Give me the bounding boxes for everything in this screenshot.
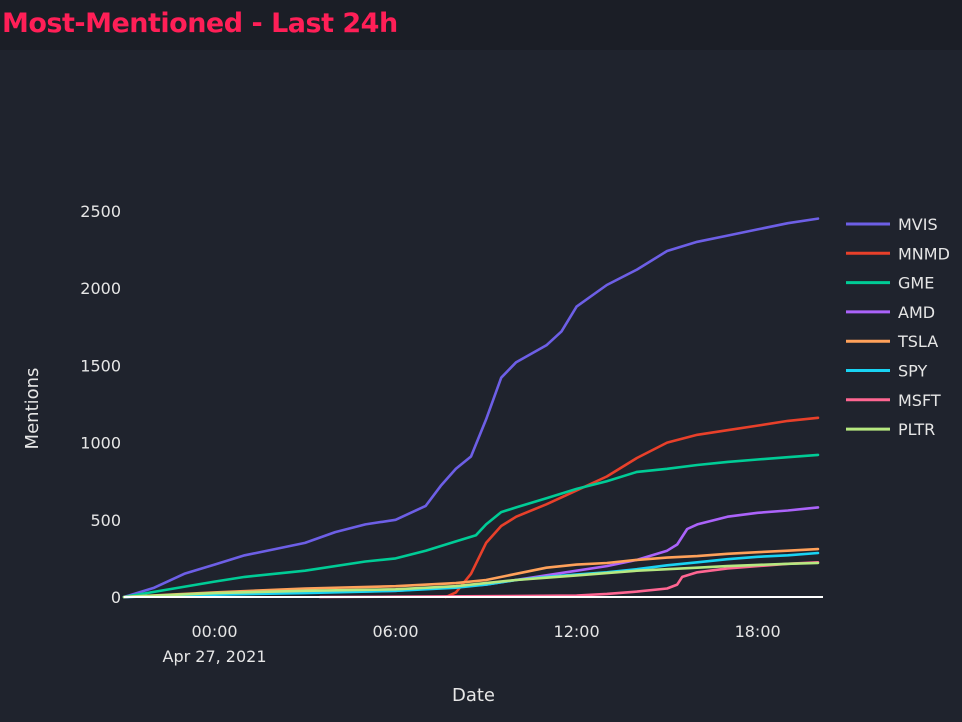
legend-label: MNMD xyxy=(898,244,950,263)
x-axis: 00:00 Apr 27, 2021 06:00 12:00 18:00 xyxy=(163,622,781,666)
y-axis-title: Mentions xyxy=(22,368,43,450)
legend-item-spy[interactable]: SPY xyxy=(846,362,927,381)
legend-item-amd[interactable]: AMD xyxy=(846,303,935,322)
x-tick-label: 06:00 xyxy=(372,622,418,641)
legend-item-gme[interactable]: GME xyxy=(846,274,934,293)
y-tick-label: 2000 xyxy=(80,279,121,298)
legend-label: GME xyxy=(898,274,934,293)
series-line-pltr[interactable] xyxy=(122,561,820,599)
series-line-mnmd[interactable] xyxy=(444,416,820,599)
legend-label: AMD xyxy=(898,303,935,322)
x-tick-label: 18:00 xyxy=(735,622,781,641)
legend-label: PLTR xyxy=(898,420,935,439)
legend[interactable]: MVIS MNMD GME AMD TSLA SPY MSFT PLTR xyxy=(846,215,950,439)
x-axis-title: Date xyxy=(452,685,495,706)
x-tick-label: 00:00 xyxy=(191,622,237,641)
page-title: Most-Mentioned - Last 24h xyxy=(2,8,398,39)
x-tick-sublabel: Apr 27, 2021 xyxy=(163,647,267,666)
legend-label: MSFT xyxy=(898,391,941,410)
y-tick-label: 500 xyxy=(90,511,121,530)
y-tick-label: 1000 xyxy=(80,434,121,453)
legend-item-tsla[interactable]: TSLA xyxy=(846,332,938,351)
legend-item-pltr[interactable]: PLTR xyxy=(846,420,935,439)
legend-label: TSLA xyxy=(897,332,938,351)
series-line-mvis[interactable] xyxy=(122,217,820,599)
legend-label: MVIS xyxy=(898,215,938,234)
legend-item-mvis[interactable]: MVIS xyxy=(846,215,938,234)
legend-item-mnmd[interactable]: MNMD xyxy=(846,244,950,263)
series-line-gme[interactable] xyxy=(122,453,820,599)
header-bar xyxy=(0,0,962,50)
plot-area[interactable] xyxy=(122,217,820,599)
x-tick-label: 12:00 xyxy=(554,622,600,641)
y-tick-label: 0 xyxy=(111,588,121,607)
y-tick-label: 2500 xyxy=(80,202,121,221)
series-line-tsla[interactable] xyxy=(122,547,820,599)
y-axis: 0 500 1000 1500 2000 2500 xyxy=(80,202,121,607)
legend-label: SPY xyxy=(898,362,927,381)
legend-item-msft[interactable]: MSFT xyxy=(846,391,941,410)
y-tick-label: 1500 xyxy=(80,356,121,375)
